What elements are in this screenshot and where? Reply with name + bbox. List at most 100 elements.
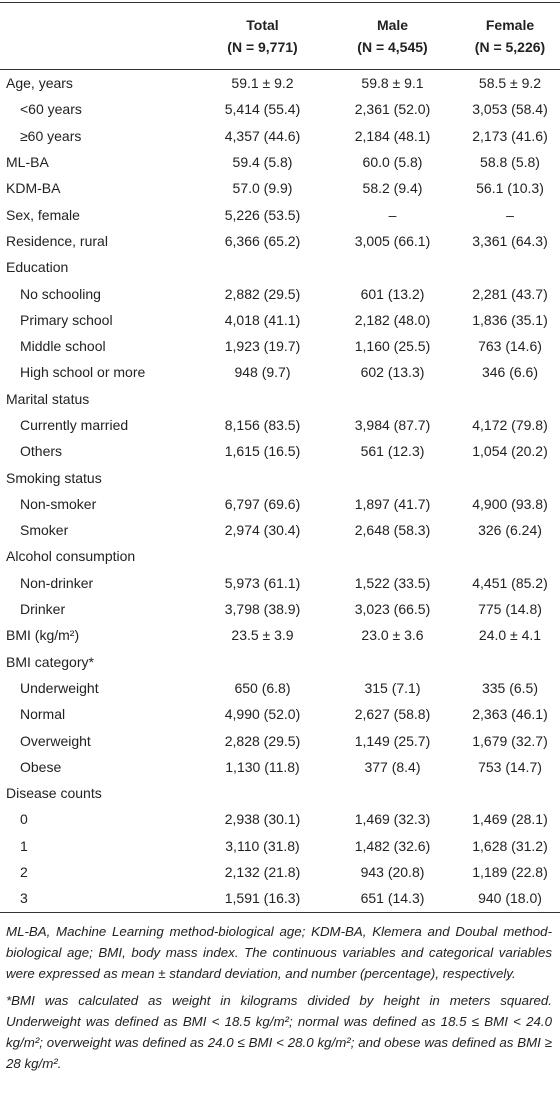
- cell: [325, 386, 460, 412]
- cell: 1,130 (11.8): [225, 758, 300, 775]
- row-label: Disease counts: [6, 785, 102, 802]
- sub-row: 2 2,132 (21.8) 943 (20.8) 1,189 (22.8): [0, 859, 560, 885]
- row-label: 1: [20, 837, 28, 854]
- cell: 2,363 (46.1): [472, 706, 548, 723]
- cell: 650 (6.8): [234, 679, 291, 696]
- cell: 57.0 (9.9): [232, 180, 293, 197]
- sub-row: Currently married 8,156 (83.5) 3,984 (87.7…: [0, 412, 560, 438]
- cell: 1,591 (16.3): [224, 890, 301, 907]
- sub-row: High school or more 948 (9.7) 602 (13.3) 34…: [0, 359, 560, 385]
- cell: 1,482 (32.6): [354, 837, 431, 854]
- sub-row: Primary school 4,018 (41.1) 2,182 (48.0) 1,…: [0, 307, 560, 333]
- cell: –: [506, 206, 514, 223]
- cell: 5,414 (55.4): [224, 101, 301, 118]
- cell: 601 (13.2): [360, 285, 425, 302]
- cell: 651 (14.3): [360, 890, 425, 907]
- row-label: 3: [20, 890, 28, 907]
- column-subtitle: (N = 5,226): [474, 39, 546, 55]
- cell: 948 (9.7): [234, 364, 291, 381]
- cell: 2,648 (58.3): [354, 522, 431, 539]
- column-header: Total (N = 9,771): [200, 2, 325, 70]
- sub-row: Overweight 2,828 (29.5) 1,149 (25.7) 1,679 …: [0, 727, 560, 753]
- row-label: 2: [20, 864, 28, 881]
- sub-row: Drinker 3,798 (38.9) 3,023 (66.5) 775 (14.8…: [0, 596, 560, 622]
- column-header: Female (N = 5,226): [460, 2, 560, 70]
- cell: 8,156 (83.5): [224, 417, 301, 433]
- cell: 6,366 (65.2): [224, 232, 301, 249]
- row-label: Education: [6, 259, 69, 276]
- cell: 3,110 (31.8): [225, 837, 300, 854]
- row-label: Overweight: [20, 732, 91, 749]
- cell: 1,469 (32.3): [354, 811, 431, 828]
- footnotes: ML-BA, Machine Learning method-biologica…: [0, 913, 560, 1074]
- cell: 4,018 (41.1): [224, 311, 301, 328]
- column-title: Male: [376, 17, 409, 33]
- row-label: Normal: [20, 706, 66, 723]
- row: KDM-BA 57.0 (9.9) 58.2 (9.4) 56.1 (10.3): [0, 175, 560, 201]
- cell: 1,522 (33.5): [354, 574, 431, 591]
- cell: 763 (14.6): [478, 338, 542, 355]
- cell: 940 (18.0): [478, 890, 542, 907]
- row: Alcohol consumption: [0, 543, 560, 569]
- cell: [460, 464, 560, 490]
- row-label: Underweight: [20, 679, 99, 696]
- cell: –: [388, 206, 397, 223]
- row-label: Primary school: [20, 311, 113, 328]
- cell: 3,984 (87.7): [354, 417, 431, 433]
- row-label: <60 years: [20, 101, 82, 118]
- cell: 602 (13.3): [360, 364, 425, 381]
- cell: 59.1 ± 9.2: [231, 75, 294, 92]
- cell: 23.5 ± 3.9: [231, 627, 294, 644]
- row-label: Marital status: [6, 390, 90, 407]
- row-label: Obese: [20, 758, 62, 775]
- sub-row: Non-smoker 6,797 (69.6) 1,897 (41.7) 4,900 …: [0, 491, 560, 517]
- cell: 1,923 (19.7): [224, 338, 301, 355]
- cell: 346 (6.6): [481, 364, 539, 381]
- cell: [200, 254, 325, 280]
- row-label: High school or more: [20, 364, 146, 381]
- sub-row: Others 1,615 (16.5) 561 (12.3) 1,054 (20.2): [0, 438, 560, 464]
- row-label: ≥60 years: [20, 127, 82, 144]
- cell: 59.8 ± 9.1: [361, 75, 424, 92]
- cell: 2,882 (29.5): [224, 285, 301, 302]
- cell: 3,023 (66.5): [354, 601, 431, 618]
- cell: 23.0 ± 3.6: [361, 627, 424, 644]
- cell: 561 (12.3): [360, 443, 425, 460]
- row-label: Smoker: [20, 522, 69, 539]
- cell: 2,828 (29.5): [224, 732, 301, 749]
- cell: [200, 386, 325, 412]
- cell: 60.0 (5.8): [362, 154, 423, 171]
- row: Age, years 59.1 ± 9.2 59.8 ± 9.1 58.5 ± 9.2: [0, 70, 560, 97]
- row: Residence, rural 6,366 (65.2) 3,005 (66.1)…: [0, 228, 560, 254]
- row-label: BMI category*: [6, 653, 94, 670]
- row-label: Age, years: [6, 75, 73, 92]
- cell: 4,172 (79.8): [472, 417, 548, 433]
- cell: [200, 780, 325, 806]
- cell: 5,226 (53.5): [224, 206, 301, 223]
- cell: 943 (20.8): [360, 864, 425, 881]
- cell: 326 (6.24): [478, 522, 542, 539]
- cell: 2,627 (58.8): [354, 706, 431, 723]
- cell: 2,132 (21.8): [224, 864, 301, 881]
- cell: 335 (6.5): [481, 679, 539, 696]
- row-label: KDM-BA: [6, 180, 61, 197]
- sub-row: Underweight 650 (6.8) 315 (7.1) 335 (6.5): [0, 675, 560, 701]
- row-label: Residence, rural: [6, 232, 108, 249]
- row: Smoking status: [0, 464, 560, 490]
- column-title: Female: [485, 17, 535, 33]
- footnote: ML-BA, Machine Learning method-biologica…: [6, 923, 552, 981]
- cell: 377 (8.4): [364, 758, 421, 775]
- header-row: Total (N = 9,771) Male (N = 4,545) Female (N …: [0, 2, 560, 70]
- cell: 3,361 (64.3): [472, 232, 548, 249]
- cell: 315 (7.1): [364, 679, 421, 696]
- row: ML-BA 59.4 (5.8) 60.0 (5.8) 58.8 (5.8): [0, 149, 560, 175]
- row-label: ML-BA: [6, 154, 49, 171]
- cell: 2,184 (48.1): [354, 127, 431, 144]
- cell: 1,149 (25.7): [354, 732, 431, 749]
- cell: 1,628 (31.2): [472, 837, 548, 854]
- row-label: Alcohol consumption: [6, 548, 136, 565]
- cell: 4,990 (52.0): [224, 706, 301, 723]
- row-label: Middle school: [20, 338, 106, 355]
- cell: 1,054 (20.2): [472, 443, 548, 460]
